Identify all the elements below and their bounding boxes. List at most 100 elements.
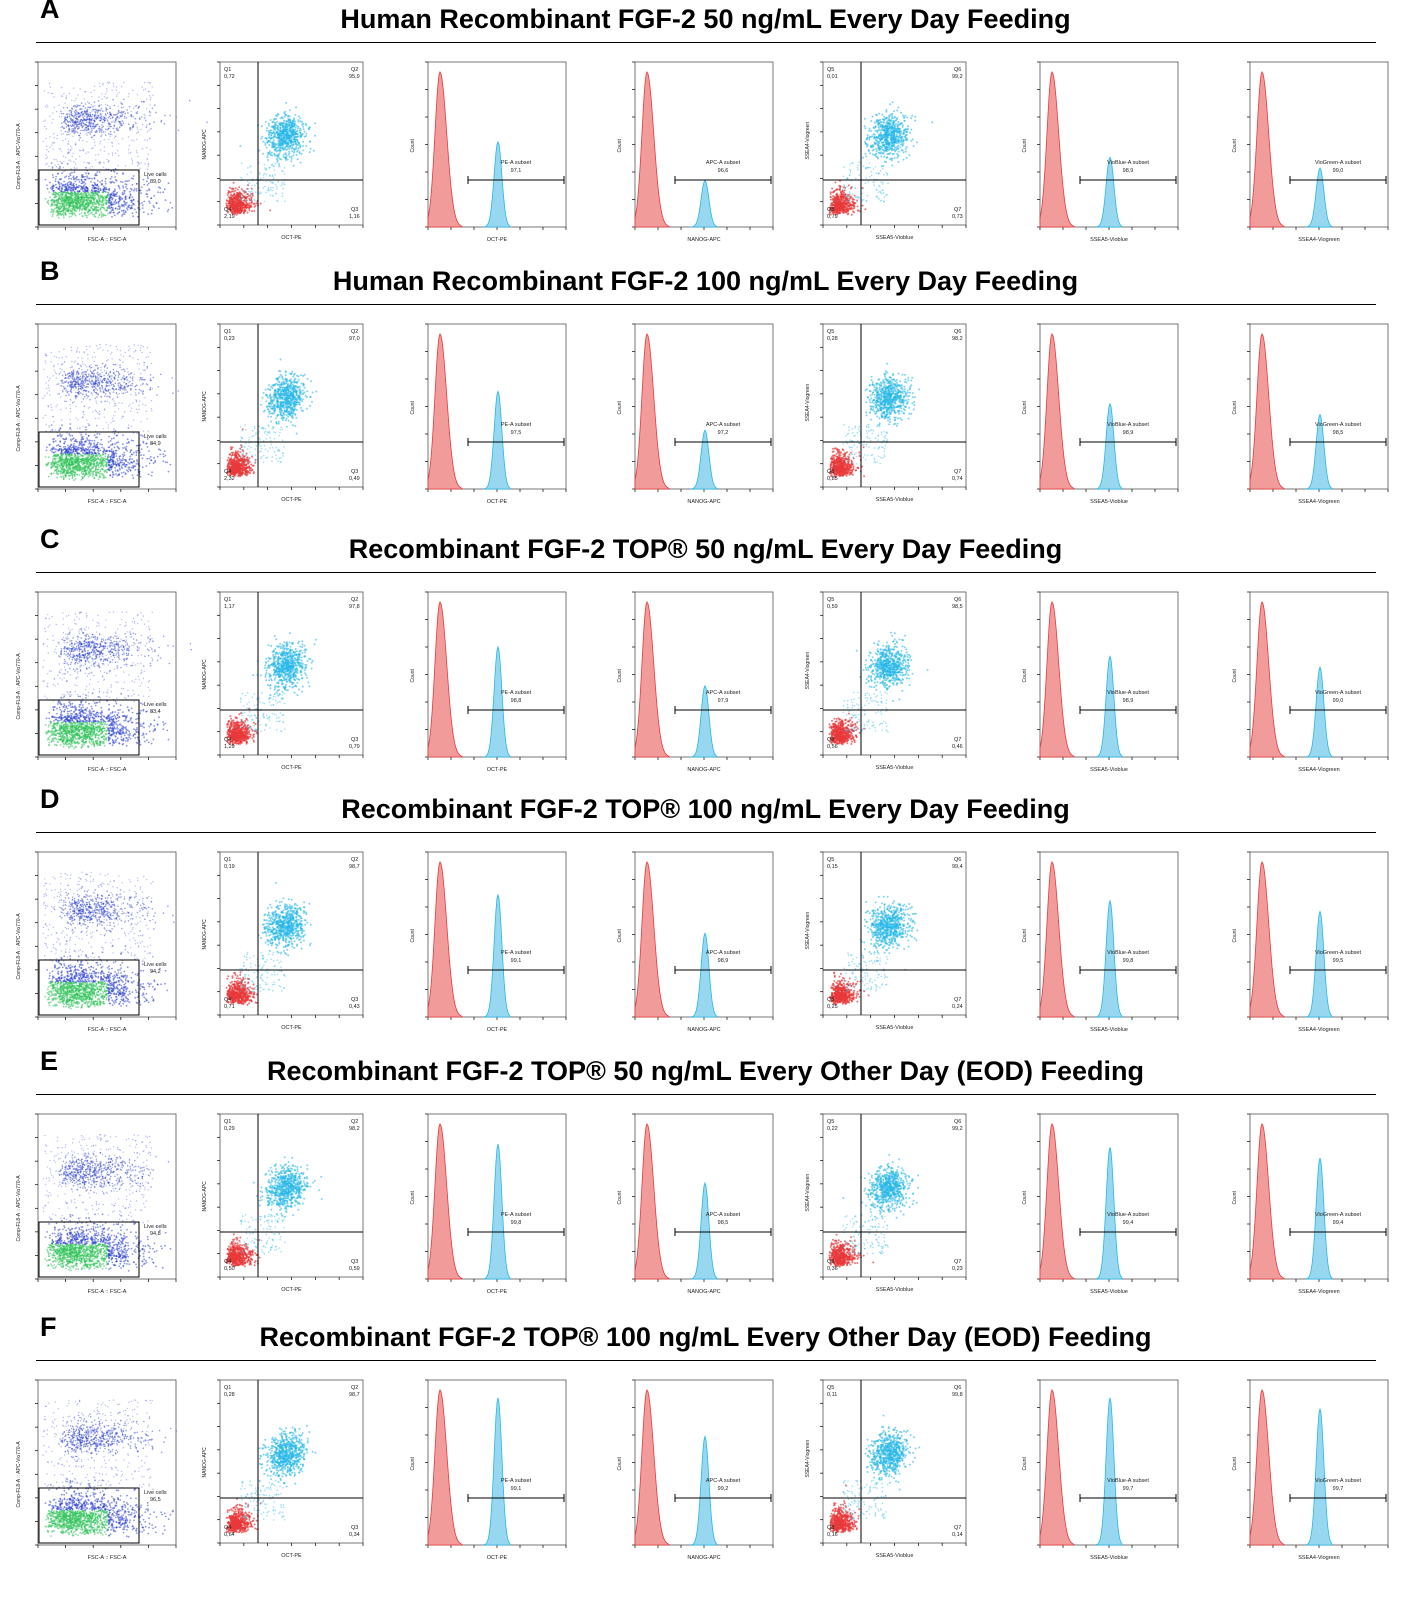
live-cells-value: 89,0 <box>150 179 161 185</box>
event-dot <box>81 129 83 132</box>
event-dot <box>122 193 125 196</box>
positive-event <box>881 143 884 146</box>
event-dot <box>81 196 84 199</box>
event-dot <box>104 197 106 200</box>
event-dot <box>67 181 70 184</box>
event-dot <box>54 207 56 210</box>
event-dot <box>45 145 48 147</box>
event-dot <box>107 125 109 127</box>
negative-event <box>250 187 253 190</box>
event-dot <box>137 171 139 173</box>
negative-event <box>235 206 237 209</box>
positive-event <box>272 195 275 197</box>
positive-event <box>893 110 895 113</box>
event-dot <box>107 161 109 163</box>
quadrant-value: 99,2 <box>952 74 963 80</box>
event-dot <box>87 203 90 206</box>
negative-event <box>861 204 864 207</box>
event-dot <box>146 131 149 133</box>
positive-event <box>285 120 288 123</box>
negative-event <box>253 210 256 212</box>
event-dot <box>51 204 54 207</box>
positive-event <box>875 147 878 150</box>
event-dot <box>48 165 50 167</box>
event-dot <box>146 124 148 126</box>
event-dot <box>84 103 87 105</box>
positive-event <box>265 146 268 149</box>
event-dot <box>136 152 138 154</box>
positive-event <box>288 109 291 112</box>
positive-event <box>874 166 877 168</box>
event-dot <box>82 105 85 107</box>
event-dot <box>99 389 101 391</box>
event-dot <box>136 161 138 163</box>
event-dot <box>105 199 107 202</box>
positive-event <box>282 187 284 190</box>
event-dot <box>128 123 130 125</box>
positive-event <box>247 188 249 190</box>
negative-event <box>238 191 241 194</box>
negative-event <box>833 190 835 193</box>
event-dot <box>104 117 106 119</box>
event-dot <box>44 125 46 128</box>
event-dot <box>86 116 88 118</box>
positive-event <box>290 141 293 144</box>
event-dot <box>106 212 109 215</box>
event-dot <box>121 181 124 184</box>
event-dot <box>80 193 83 195</box>
positive-event <box>869 166 871 169</box>
positive-event <box>910 140 913 142</box>
positive-event <box>285 134 288 137</box>
positive-event <box>879 200 882 202</box>
positive-event <box>874 142 877 145</box>
event-dot <box>72 182 75 185</box>
event-dot <box>136 128 139 130</box>
event-dot <box>144 139 146 141</box>
event-dot <box>91 117 94 120</box>
negative-event <box>250 201 253 204</box>
positive-event <box>901 126 904 128</box>
event-dot <box>66 116 68 118</box>
positive-event <box>886 174 888 176</box>
event-dot <box>103 139 106 141</box>
event-dot <box>86 206 89 209</box>
positive-event <box>893 157 896 159</box>
event-dot <box>89 124 91 127</box>
event-dot <box>105 110 107 112</box>
positive-event <box>262 174 265 176</box>
event-dot <box>89 115 92 118</box>
negative-event <box>834 213 837 216</box>
negative-event <box>840 194 843 197</box>
positive-event <box>884 127 886 130</box>
event-dot <box>74 202 77 205</box>
positive-event <box>883 160 886 163</box>
event-dot <box>112 120 115 122</box>
event-dot <box>72 135 74 138</box>
event-dot <box>97 194 100 197</box>
event-dot <box>78 184 80 187</box>
positive-event <box>278 132 281 134</box>
event-dot <box>74 170 76 172</box>
event-dot <box>90 123 92 125</box>
event-dot <box>75 200 78 203</box>
negative-event <box>250 198 253 201</box>
fsc-x-axis-label: FSC-A :: FSC-A <box>88 237 127 243</box>
event-dot <box>79 155 81 158</box>
event-dot <box>97 196 100 199</box>
positive-event <box>275 124 277 127</box>
event-dot <box>94 141 96 143</box>
positive-event <box>274 149 277 152</box>
positive-event <box>885 121 888 124</box>
negative-event <box>851 200 854 203</box>
positive-event <box>276 136 278 139</box>
positive-event <box>275 154 278 157</box>
event-dot <box>146 98 148 100</box>
event-dot <box>79 114 82 116</box>
event-dot <box>83 119 85 122</box>
event-dot <box>58 183 61 186</box>
negative-event <box>836 192 838 195</box>
event-dot <box>82 149 84 152</box>
positive-event <box>271 194 274 197</box>
event-dot <box>117 128 119 130</box>
event-dot <box>93 104 96 107</box>
